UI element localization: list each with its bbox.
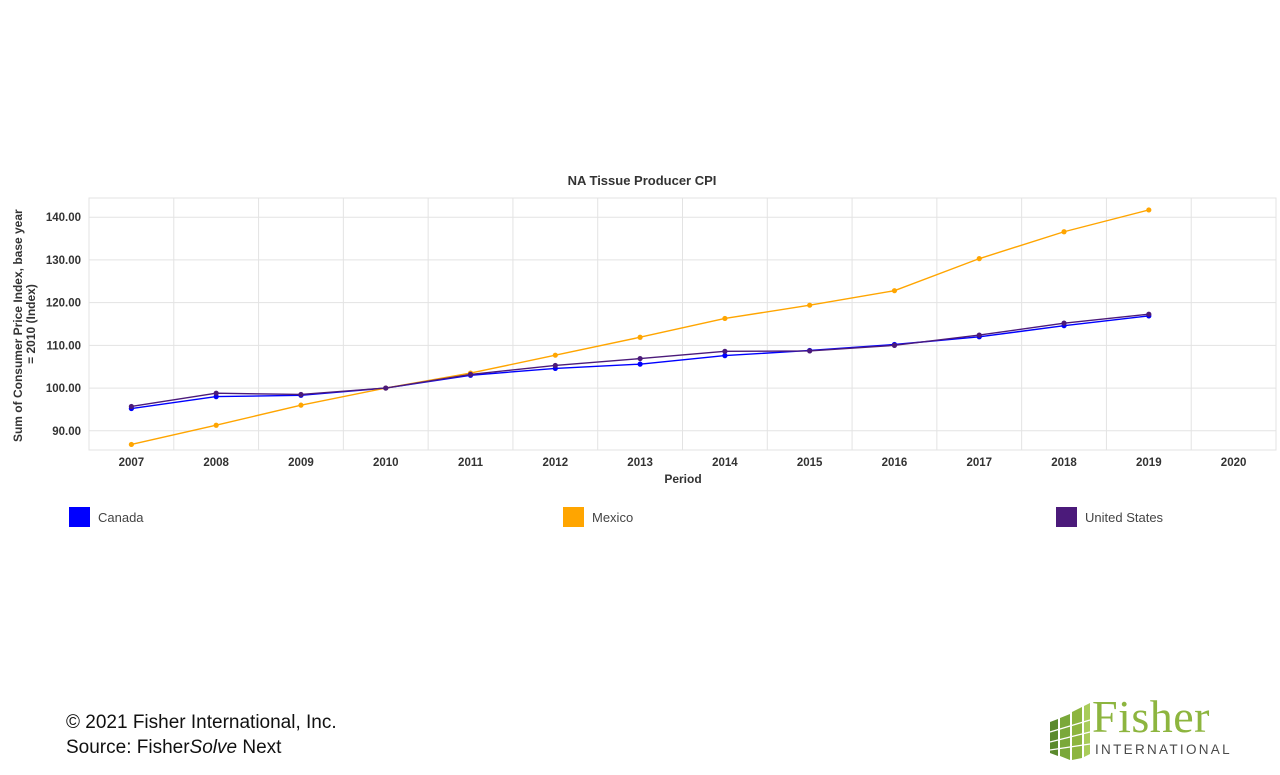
data-point-united-states[interactable] [128,403,134,410]
x-tick-labels: 2007 2008 2009 2010 2011 2012 2013 2014 2015 2016… [119,457,1247,469]
data-point-united-states[interactable] [722,348,728,354]
logo-building-icon [1049,703,1091,760]
y-axis-label-line-1: Sum of Consumer Price Index, base year [11,209,25,442]
data-point-united-states[interactable] [552,362,558,369]
y-axis-label-line-2: = 2010 (Index) [24,284,38,364]
y-tick-labels: 90.00 100.00 110.00 120.00 130.00 140.00 [46,212,81,438]
x-tick-label: 2012 [543,457,569,469]
x-tick-label: 2008 [203,457,229,469]
data-point-canada[interactable] [722,353,728,359]
source-text: Source: FisherSolve Next [66,737,282,758]
legend-swatch-canada [69,507,90,527]
x-axis-label: Period [664,472,701,486]
legend-swatch-united-states [1056,507,1077,527]
legend-label-mexico: Mexico [592,509,634,525]
series-united-states [128,311,1152,410]
logo-wordmark: Fisher [1092,691,1210,742]
series-canada [128,313,1152,412]
series-line-mexico [131,209,1149,446]
x-tick-label: 2013 [627,457,653,469]
data-point-mexico[interactable] [976,256,982,262]
data-point-mexico[interactable] [298,402,304,408]
data-point-united-states[interactable] [1146,311,1152,317]
series-mexico [128,207,1152,448]
x-tick-label: 2016 [882,457,908,469]
legend-item-canada[interactable]: Canada [69,507,144,527]
chart-legend: Canada Mexico United States [0,507,1280,529]
footer-credits: © 2021 Fisher International, Inc. Source… [66,710,337,760]
data-point-mexico[interactable] [213,422,219,428]
fisher-international-logo: Fisher INTERNATIONAL [1048,691,1230,762]
data-point-mexico[interactable] [637,334,643,340]
data-point-united-states[interactable] [467,371,474,377]
x-tick-label: 2007 [119,457,145,469]
data-point-united-states[interactable] [383,385,389,391]
legend-item-united-states[interactable]: United States [1056,507,1163,527]
x-tick-label: 2020 [1221,457,1247,469]
legend-item-mexico[interactable]: Mexico [563,507,633,527]
x-tick-label: 2019 [1136,457,1162,469]
y-tick-label: 140.00 [46,212,81,224]
data-point-united-states[interactable] [1061,320,1067,326]
x-tick-label: 2010 [373,457,399,469]
data-point-mexico[interactable] [1146,207,1152,213]
data-point-united-states[interactable] [213,390,219,396]
data-point-canada[interactable] [637,361,643,367]
data-point-united-states[interactable] [637,355,643,362]
y-tick-label: 110.00 [46,340,81,352]
data-point-mexico[interactable] [722,315,728,322]
x-tick-label: 2018 [1051,457,1077,469]
data-point-united-states[interactable] [298,391,304,398]
line-chart: NA Tissue Producer CPI 90.00 100.00 110.00… [11,173,1277,486]
data-point-mexico[interactable] [128,441,134,448]
data-point-mexico[interactable] [1061,229,1067,235]
y-tick-label: 120.00 [46,298,81,310]
x-tick-label: 2015 [797,457,823,469]
y-tick-label: 100.00 [46,383,81,395]
legend-label-united-states: United States [1085,509,1164,525]
grid-lines [88,197,1277,451]
series-lines [128,207,1152,448]
legend-swatch-mexico [563,507,584,527]
x-tick-label: 2014 [712,457,738,469]
y-axis-label: Sum of Consumer Price Index, base year =… [11,206,38,442]
chart-title: NA Tissue Producer CPI [568,173,717,188]
logo-subtitle: INTERNATIONAL [1095,742,1232,757]
x-tick-label: 2011 [458,457,484,469]
data-point-mexico[interactable] [891,288,898,294]
x-tick-label: 2017 [966,457,992,469]
y-tick-label: 130.00 [46,255,81,267]
data-point-united-states[interactable] [807,348,813,354]
data-point-mexico[interactable] [807,302,813,308]
data-point-united-states[interactable] [976,332,982,338]
copyright-text: © 2021 Fisher International, Inc. [66,712,337,733]
data-point-mexico[interactable] [552,352,558,358]
data-point-united-states[interactable] [891,342,898,348]
legend-label-canada: Canada [98,509,144,525]
y-tick-label: 90.00 [52,426,81,438]
x-tick-label: 2009 [288,457,314,469]
